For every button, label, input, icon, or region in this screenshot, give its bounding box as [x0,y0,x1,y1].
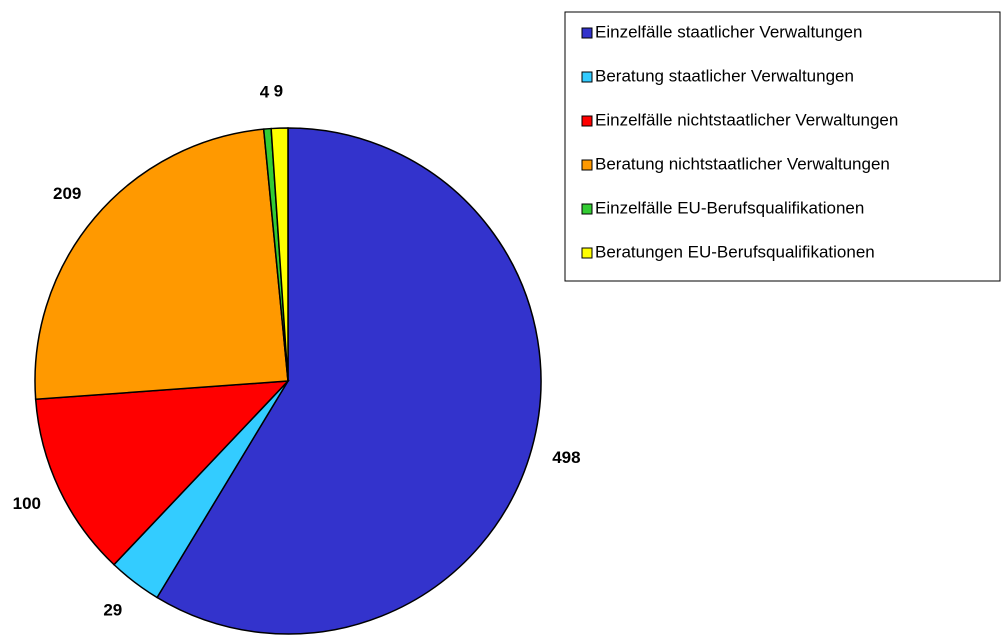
legend-label: Beratungen EU-Berufsqualifikationen [595,242,875,261]
legend-label: Einzelfälle EU-Berufsqualifikationen [595,198,864,217]
legend-label: Beratung nichtstaatlicher Verwaltungen [595,154,890,173]
data-label: 29 [103,600,122,619]
legend-swatch [581,247,593,259]
legend-label: Einzelfälle nichtstaatlicher Verwaltunge… [595,110,898,129]
legend-box [564,11,1001,282]
legend-label: Beratung staatlicher Verwaltungen [595,66,854,85]
data-label: 9 [274,82,283,101]
data-label: 498 [552,448,580,467]
data-label: 100 [13,494,41,513]
pie-slice [34,380,290,566]
legend-label: Einzelfälle staatlicher Verwaltungen [595,22,862,41]
pie-slice [270,127,289,382]
pie-slice [156,127,542,635]
legend-swatch [581,27,593,39]
data-label: 4 [260,82,270,101]
legend-swatch [581,159,593,171]
legend-swatch [581,71,593,83]
data-label: 209 [53,184,81,203]
legend-swatch [581,203,593,215]
legend-swatch [581,115,593,127]
pie-slice [34,128,289,401]
